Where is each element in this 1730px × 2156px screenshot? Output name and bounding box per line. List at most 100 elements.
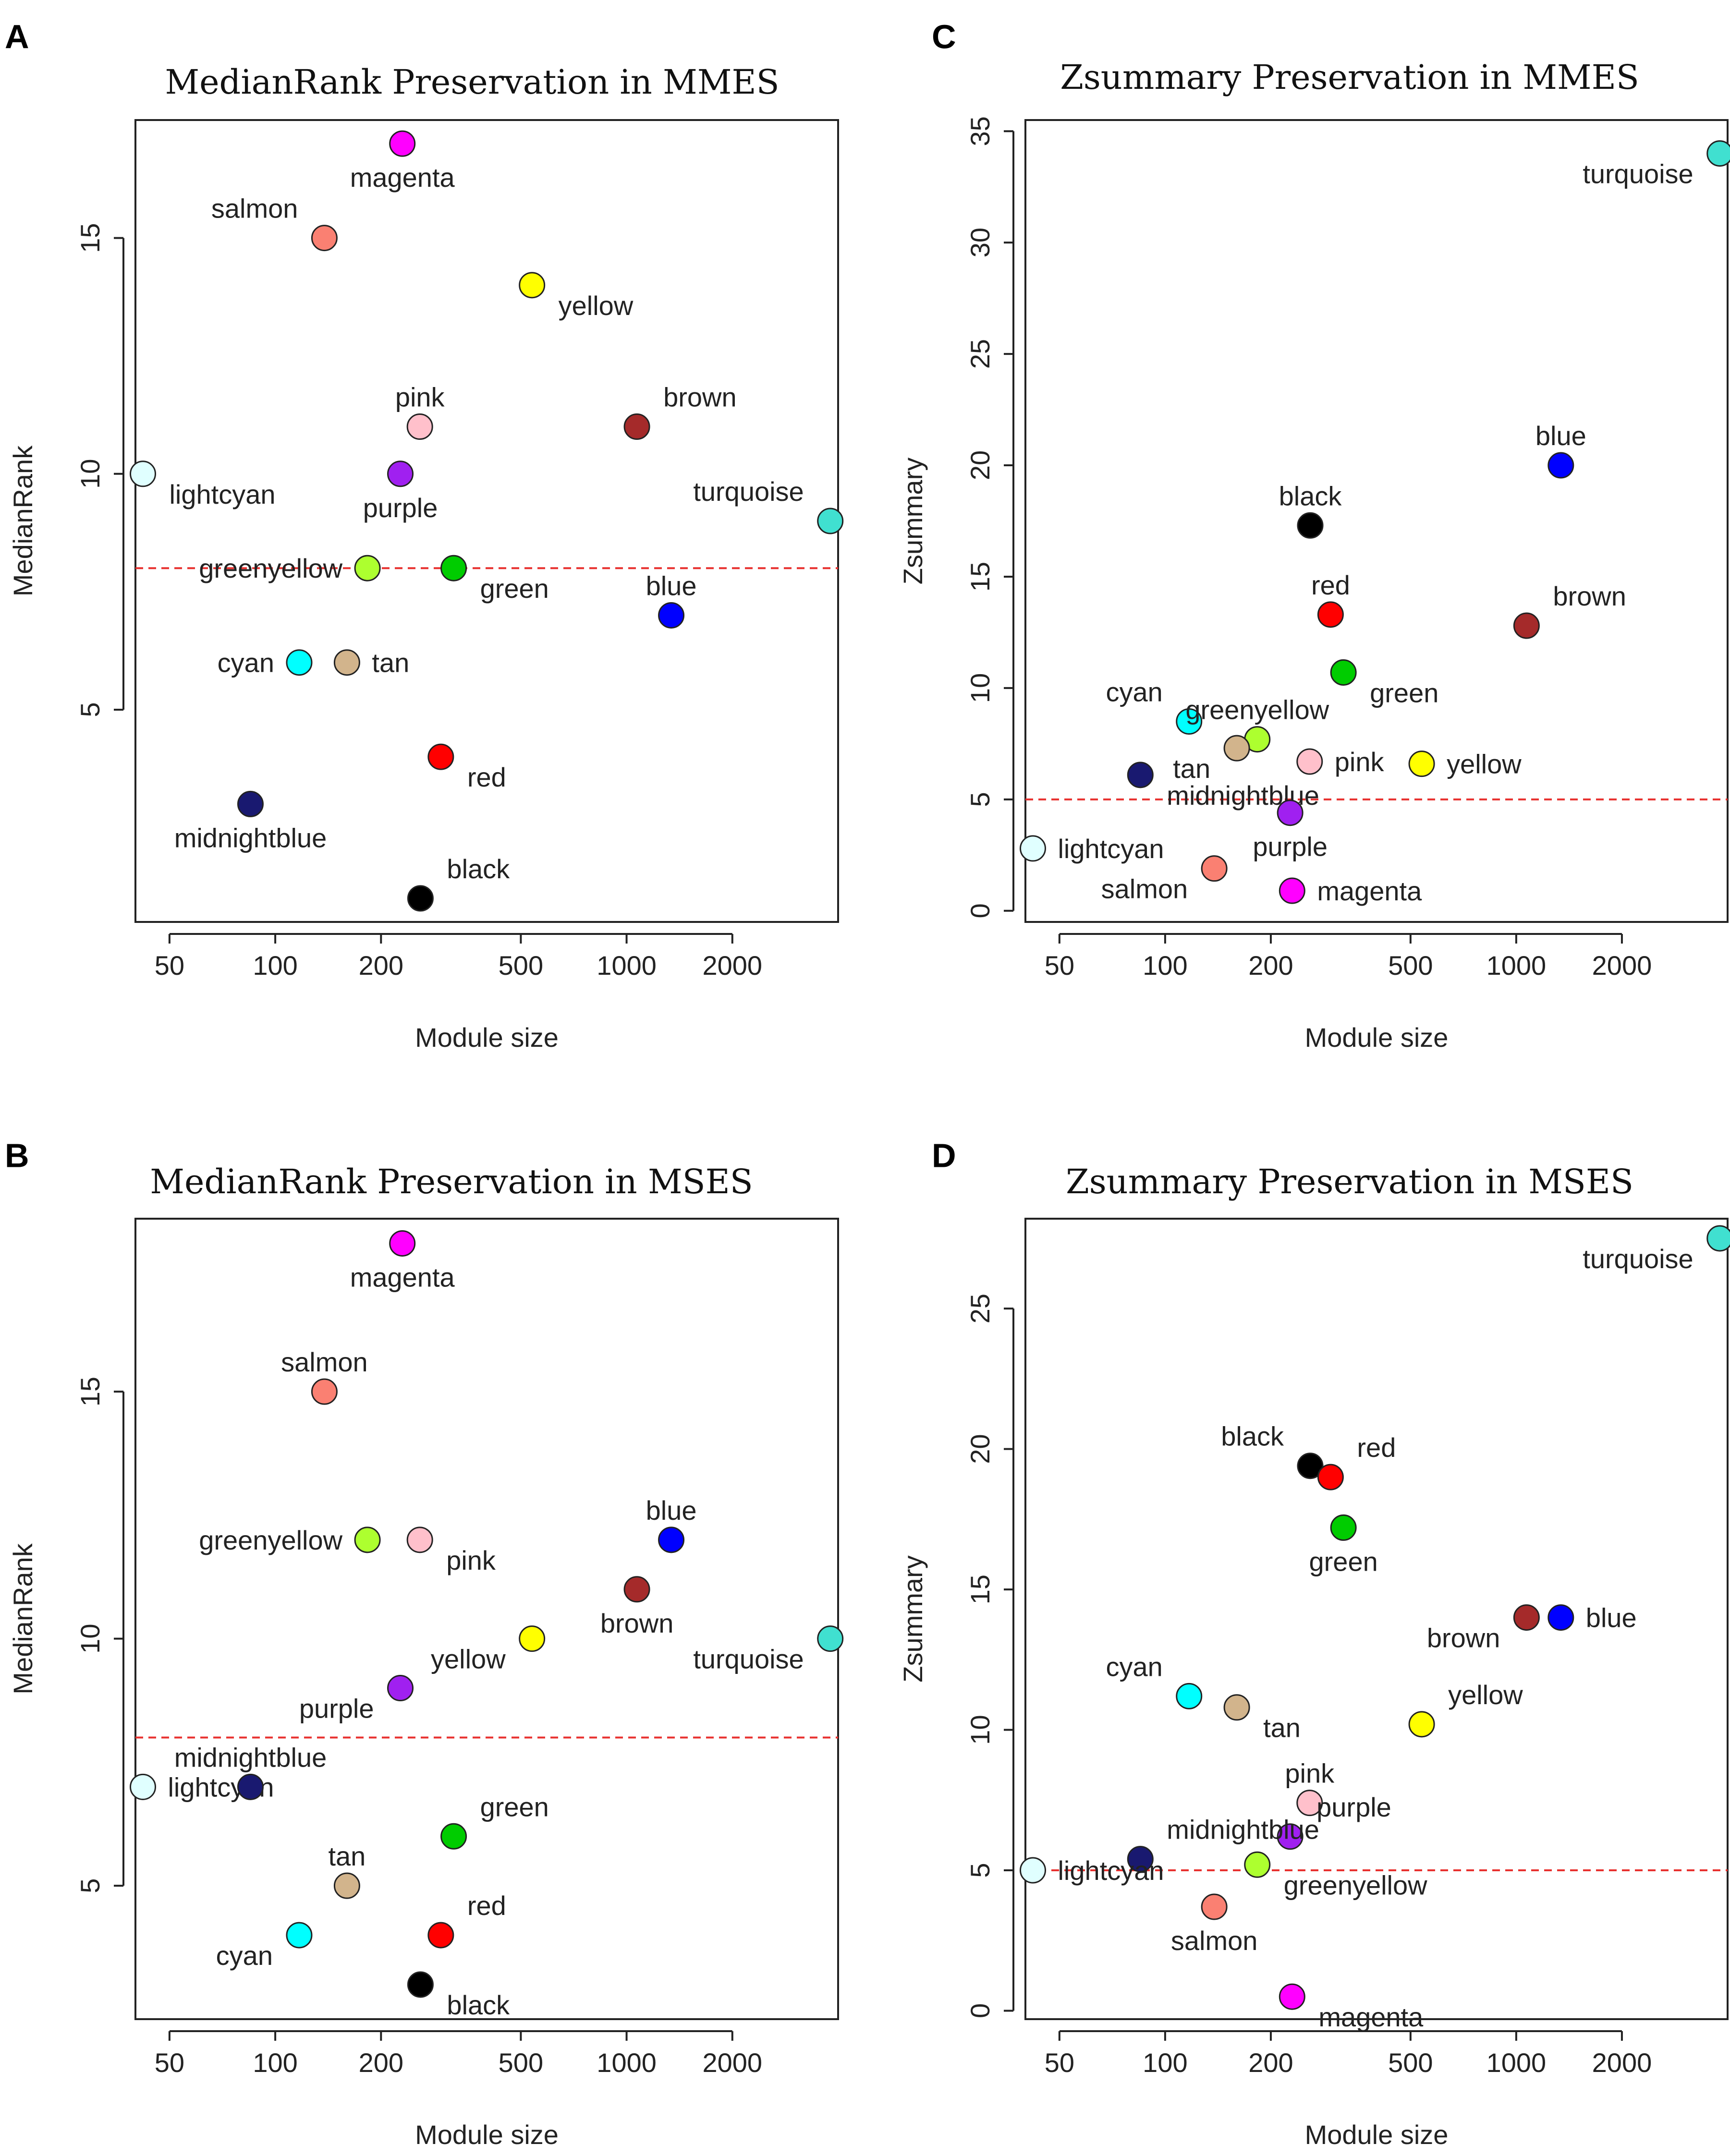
point-midnightblue xyxy=(237,1773,264,1800)
point-label-red: red xyxy=(1357,1432,1396,1463)
x-axis-label: Module size xyxy=(1305,1022,1449,1053)
point-label-black: black xyxy=(447,854,510,884)
point-label-tan: tan xyxy=(1173,753,1210,784)
y-tick-label: 25 xyxy=(965,339,995,369)
point-label-blue: blue xyxy=(1535,421,1586,451)
point-label-green: green xyxy=(1370,678,1438,708)
point-label-midnightblue: midnightblue xyxy=(174,823,327,853)
point-pink xyxy=(1296,1790,1323,1817)
point-label-salmon: salmon xyxy=(1101,874,1188,904)
y-tick-label: 0 xyxy=(965,903,995,918)
y-tick-label: 5 xyxy=(75,702,105,717)
panel-label: B xyxy=(5,1137,29,1174)
plot-frame xyxy=(1024,119,1729,923)
point-pink xyxy=(406,413,433,440)
point-label-yellow: yellow xyxy=(1447,749,1522,779)
point-label-greenyellow: greenyellow xyxy=(199,553,342,583)
point-yellow xyxy=(1408,1711,1435,1738)
point-label-blue: blue xyxy=(1586,1603,1637,1633)
point-green xyxy=(1330,1514,1357,1541)
point-tan xyxy=(333,1872,360,1899)
point-label-midnightblue: midnightblue xyxy=(1167,1815,1319,1845)
point-yellow xyxy=(519,1625,546,1652)
point-label-blue: blue xyxy=(646,1495,697,1526)
y-axis-label: MedianRank xyxy=(8,1543,38,1694)
y-tick-label: 15 xyxy=(75,223,105,253)
point-black xyxy=(1297,1453,1324,1479)
plot-frame xyxy=(134,1218,839,2020)
point-purple xyxy=(387,460,414,487)
point-label-blue: blue xyxy=(646,570,697,601)
point-salmon xyxy=(1201,1893,1228,1920)
point-salmon xyxy=(311,225,338,252)
point-turquoise xyxy=(817,1625,844,1652)
x-tick-label: 1000 xyxy=(597,2047,657,2078)
point-cyan xyxy=(286,1922,313,1949)
x-tick-label: 100 xyxy=(253,950,297,981)
point-label-purple: purple xyxy=(1253,832,1328,862)
point-black xyxy=(407,885,434,912)
point-cyan xyxy=(286,649,313,676)
point-label-purple: purple xyxy=(363,493,438,523)
chart-title: MedianRank Preservation in MSES xyxy=(150,1162,753,1201)
point-magenta xyxy=(389,130,416,157)
y-tick-label: 10 xyxy=(965,673,995,703)
x-axis-label: Module size xyxy=(415,2120,559,2150)
x-tick-label: 500 xyxy=(1388,950,1433,981)
point-label-purple: purple xyxy=(1316,1792,1391,1822)
point-label-magenta: magenta xyxy=(350,1262,455,1292)
point-tan xyxy=(1223,1694,1250,1721)
point-label-yellow: yellow xyxy=(1448,1680,1523,1710)
point-label-cyan: cyan xyxy=(216,1940,273,1971)
x-tick-label: 200 xyxy=(1248,950,1293,981)
y-tick-label: 15 xyxy=(75,1377,105,1406)
point-label-pink: pink xyxy=(1335,747,1385,777)
point-label-cyan: cyan xyxy=(1106,677,1162,707)
point-label-brown: brown xyxy=(1553,581,1626,611)
point-label-greenyellow: greenyellow xyxy=(1185,695,1329,725)
point-turquoise xyxy=(1706,1225,1730,1252)
point-label-salmon: salmon xyxy=(281,1347,368,1377)
x-tick-label: 2000 xyxy=(1592,950,1652,981)
x-tick-label: 50 xyxy=(155,2047,184,2078)
x-tick-label: 100 xyxy=(1143,2047,1187,2078)
point-label-black: black xyxy=(447,1990,510,2020)
y-tick-label: 0 xyxy=(965,2003,995,2018)
point-red xyxy=(1317,1464,1344,1490)
point-cyan xyxy=(1176,1683,1203,1709)
point-greenyellow xyxy=(354,555,381,581)
point-salmon xyxy=(311,1378,338,1405)
x-tick-label: 2000 xyxy=(703,2047,763,2078)
point-label-tan: tan xyxy=(372,648,409,678)
point-label-magenta: magenta xyxy=(1318,2002,1424,2032)
y-axis-label: Zsummary xyxy=(898,1555,928,1682)
point-greenyellow xyxy=(354,1526,381,1553)
point-label-black: black xyxy=(1279,481,1342,511)
point-brown xyxy=(623,413,650,440)
point-label-brown: brown xyxy=(1427,1623,1500,1653)
point-brown xyxy=(1513,612,1540,639)
x-tick-label: 1000 xyxy=(1486,950,1547,981)
point-blue xyxy=(658,1526,685,1553)
point-label-magenta: magenta xyxy=(1317,876,1422,906)
point-purple xyxy=(387,1675,414,1702)
point-label-red: red xyxy=(467,762,506,792)
point-cyan xyxy=(1176,708,1203,735)
x-tick-label: 100 xyxy=(253,2047,297,2078)
x-tick-label: 200 xyxy=(359,950,403,981)
point-midnightblue xyxy=(1127,762,1154,788)
point-magenta xyxy=(1279,1983,1305,2010)
point-label-yellow: yellow xyxy=(559,291,634,321)
point-blue xyxy=(1547,1604,1574,1631)
x-tick-label: 2000 xyxy=(703,950,763,981)
point-lightcyan xyxy=(129,1773,156,1800)
point-lightcyan xyxy=(1019,835,1046,862)
point-label-magenta: magenta xyxy=(350,162,455,193)
y-tick-label: 10 xyxy=(965,1715,995,1744)
x-tick-label: 500 xyxy=(499,950,543,981)
y-axis-label: Zsummary xyxy=(898,458,928,584)
point-label-green: green xyxy=(480,1792,549,1822)
